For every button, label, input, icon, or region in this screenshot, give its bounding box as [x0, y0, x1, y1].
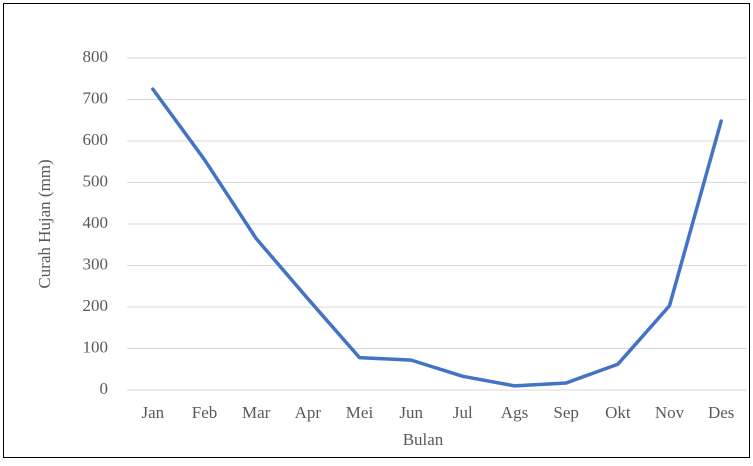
chart-border — [3, 3, 750, 458]
y-axis-label: Curah Hujan (mm) — [35, 159, 54, 288]
y-tick-label: 800 — [83, 47, 109, 66]
x-tick-label: Nov — [655, 403, 685, 422]
x-tick-label: Feb — [192, 403, 218, 422]
y-tick-label: 300 — [83, 254, 109, 273]
data-line — [151, 87, 723, 388]
x-tick-label: Mar — [242, 403, 271, 422]
y-tick-label: 500 — [83, 171, 109, 190]
y-tick-label: 200 — [83, 296, 109, 315]
x-tick-label: Jan — [141, 403, 164, 422]
x-tick-label: Ags — [501, 403, 528, 422]
x-tick-label: Mei — [346, 403, 374, 422]
x-tick-label: Okt — [605, 403, 631, 422]
y-tick-label: 0 — [100, 379, 109, 398]
x-tick-label: Des — [708, 403, 734, 422]
x-tick-label: Jun — [399, 403, 423, 422]
y-tick-label: 600 — [83, 130, 109, 149]
y-tick-label: 700 — [83, 88, 109, 107]
y-tick-label: 100 — [83, 337, 109, 356]
x-tick-label: Jul — [453, 403, 473, 422]
y-tick-label: 400 — [83, 213, 109, 232]
x-tick-label: Apr — [295, 403, 322, 422]
x-axis-label: Bulan — [403, 430, 444, 449]
x-tick-label: Sep — [553, 403, 579, 422]
